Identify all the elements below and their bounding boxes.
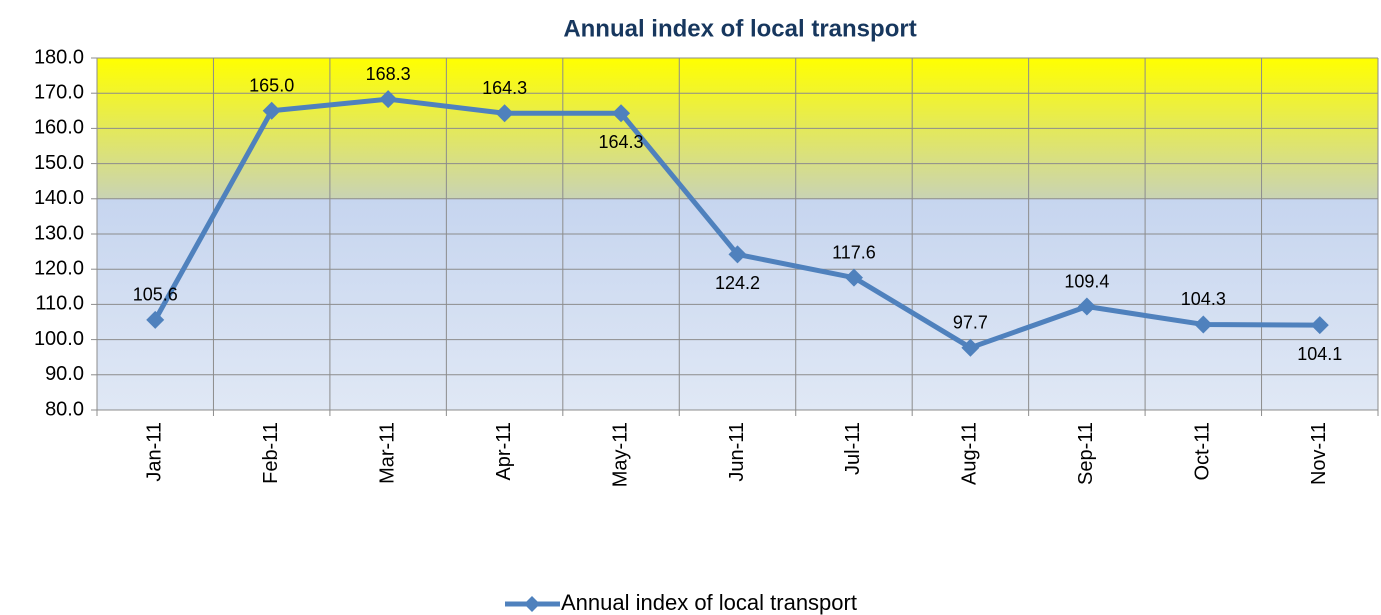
data-point bbox=[495, 104, 514, 123]
data-label: 104.1 bbox=[1297, 344, 1342, 364]
y-tick-label: 100.0 bbox=[34, 328, 84, 350]
x-tick-label: May-11 bbox=[609, 422, 631, 487]
chart-title: Annual index of local transport bbox=[563, 15, 916, 42]
data-label: 105.6 bbox=[133, 285, 178, 305]
x-tick-label: Aug-11 bbox=[959, 422, 981, 485]
y-tick-label: 150.0 bbox=[34, 152, 84, 174]
data-point bbox=[961, 338, 980, 357]
data-label: 164.3 bbox=[482, 78, 527, 98]
x-tick-label: Mar-11 bbox=[376, 422, 398, 484]
data-point bbox=[612, 104, 631, 123]
x-tick-label: Feb-11 bbox=[260, 422, 282, 484]
legend-marker bbox=[524, 596, 540, 612]
data-label: 164.3 bbox=[599, 132, 644, 152]
data-point bbox=[262, 101, 281, 120]
data-point bbox=[146, 310, 165, 329]
legend-label: Annual index of local transport bbox=[561, 590, 857, 615]
data-point bbox=[379, 90, 398, 109]
y-tick-label: 170.0 bbox=[34, 81, 84, 103]
x-tick-label: Apr-11 bbox=[493, 422, 515, 481]
x-tick-label: Oct-11 bbox=[1192, 422, 1214, 481]
data-label: 168.3 bbox=[366, 64, 411, 84]
x-tick-label: Jan-11 bbox=[144, 422, 166, 482]
data-point bbox=[1310, 316, 1329, 335]
y-tick-label: 140.0 bbox=[34, 187, 84, 209]
y-tick-label: 130.0 bbox=[34, 222, 84, 244]
data-label: 117.6 bbox=[832, 242, 876, 262]
data-point bbox=[844, 268, 863, 287]
data-label: 165.0 bbox=[249, 76, 294, 96]
x-tick-label: Jun-11 bbox=[726, 422, 748, 482]
data-point bbox=[1077, 297, 1096, 316]
y-tick-label: 90.0 bbox=[45, 363, 84, 385]
data-point bbox=[728, 245, 747, 264]
y-tick-label: 110.0 bbox=[35, 293, 84, 315]
y-tick-label: 160.0 bbox=[34, 117, 84, 139]
y-tick-label: 120.0 bbox=[34, 257, 84, 279]
y-tick-label: 80.0 bbox=[45, 398, 84, 420]
data-label: 109.4 bbox=[1064, 271, 1109, 291]
x-tick-label: Nov-11 bbox=[1308, 422, 1330, 485]
x-tick-label: Jul-11 bbox=[842, 422, 864, 475]
data-label: 104.3 bbox=[1181, 289, 1226, 309]
x-tick-label: Sep-11 bbox=[1075, 422, 1097, 485]
data-label: 97.7 bbox=[953, 312, 988, 332]
y-tick-label: 180.0 bbox=[34, 46, 84, 68]
data-point bbox=[1194, 315, 1213, 334]
data-label: 124.2 bbox=[715, 273, 760, 293]
